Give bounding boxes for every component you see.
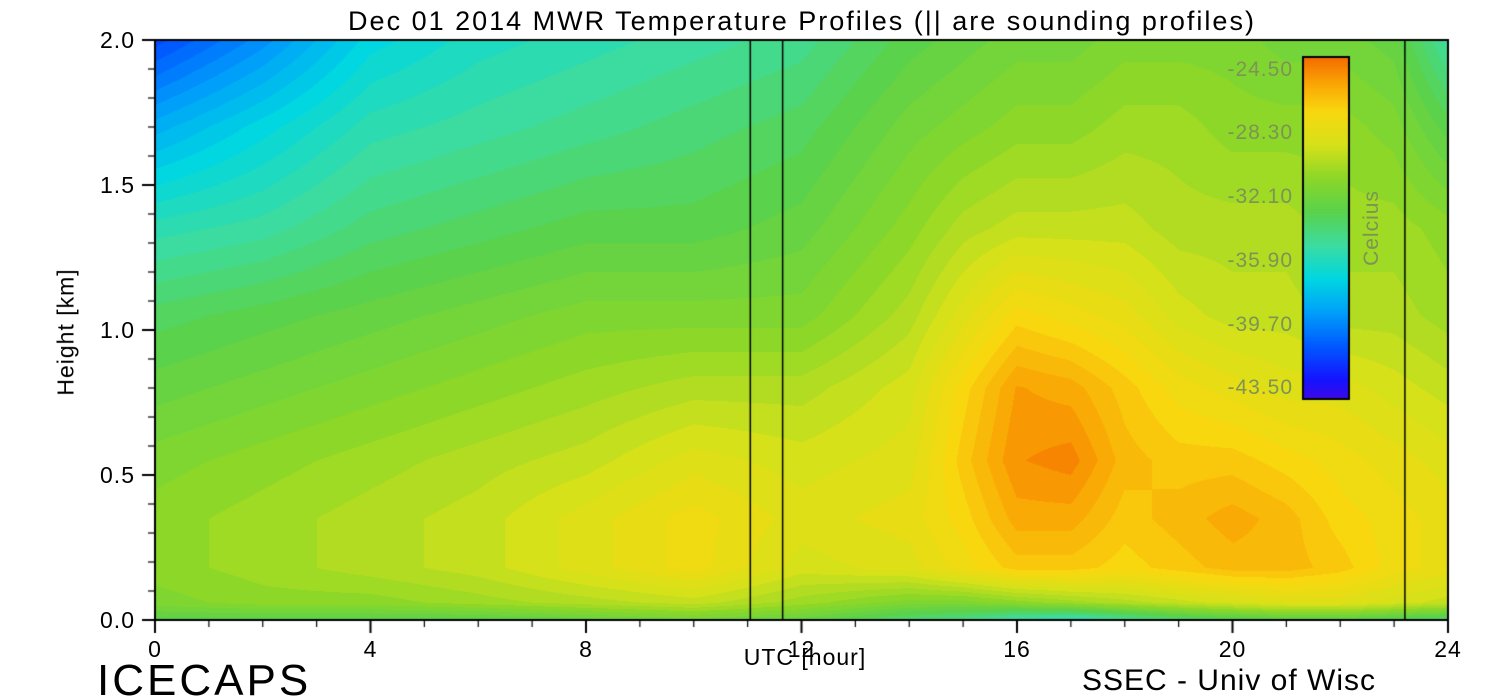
colorbar-unit-label: Celcius bbox=[1360, 190, 1383, 266]
credit-label: SSEC - Univ of Wisc bbox=[1081, 664, 1376, 697]
project-label: ICECAPS bbox=[97, 656, 312, 700]
x-axis-label: UTC [hour] bbox=[743, 644, 867, 670]
chart-title: Dec 01 2014 MWR Temperature Profiles (||… bbox=[348, 6, 1256, 36]
y-axis-label: Height [km] bbox=[52, 268, 79, 396]
